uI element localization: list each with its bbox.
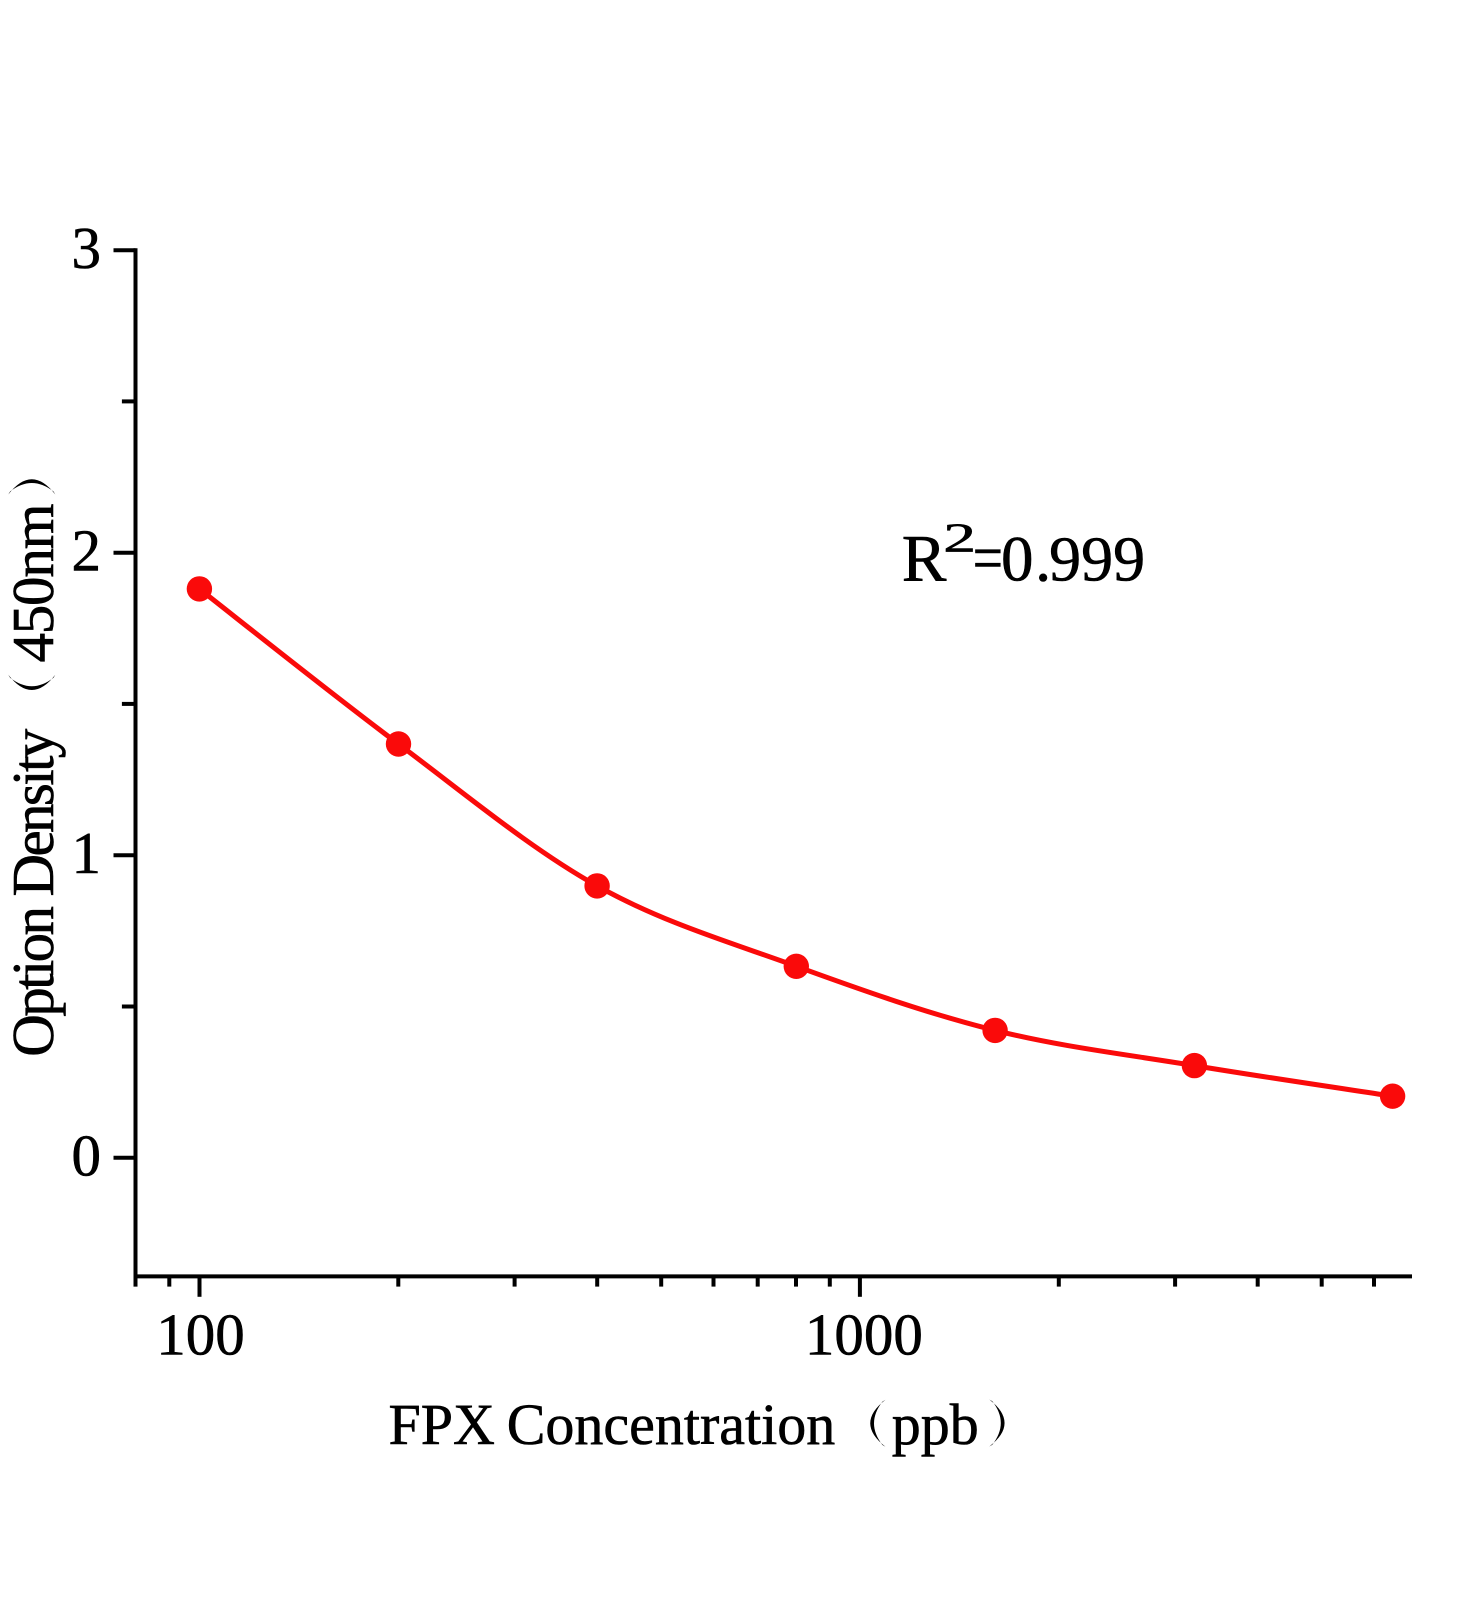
svg-text:FPX: FPX xyxy=(389,1392,495,1457)
svg-text:0: 0 xyxy=(1001,524,1034,596)
svg-text:0: 0 xyxy=(72,1122,102,1188)
svg-text:1: 1 xyxy=(72,820,102,886)
svg-text:ppb: ppb xyxy=(892,1392,979,1457)
svg-text:2: 2 xyxy=(72,517,102,583)
svg-text:2: 2 xyxy=(943,515,976,561)
svg-text:Option Density: Option Density xyxy=(0,728,66,1057)
svg-text:1000: 1000 xyxy=(805,1302,923,1368)
svg-text:450nm: 450nm xyxy=(0,504,66,663)
svg-text:.: . xyxy=(1035,524,1051,596)
svg-text:3: 3 xyxy=(72,215,102,281)
svg-text:100: 100 xyxy=(156,1302,245,1368)
svg-text:999: 999 xyxy=(1049,524,1145,595)
svg-text:Concentration: Concentration xyxy=(507,1392,836,1457)
svg-text:R: R xyxy=(902,522,947,596)
svg-text:=: = xyxy=(973,522,1003,596)
